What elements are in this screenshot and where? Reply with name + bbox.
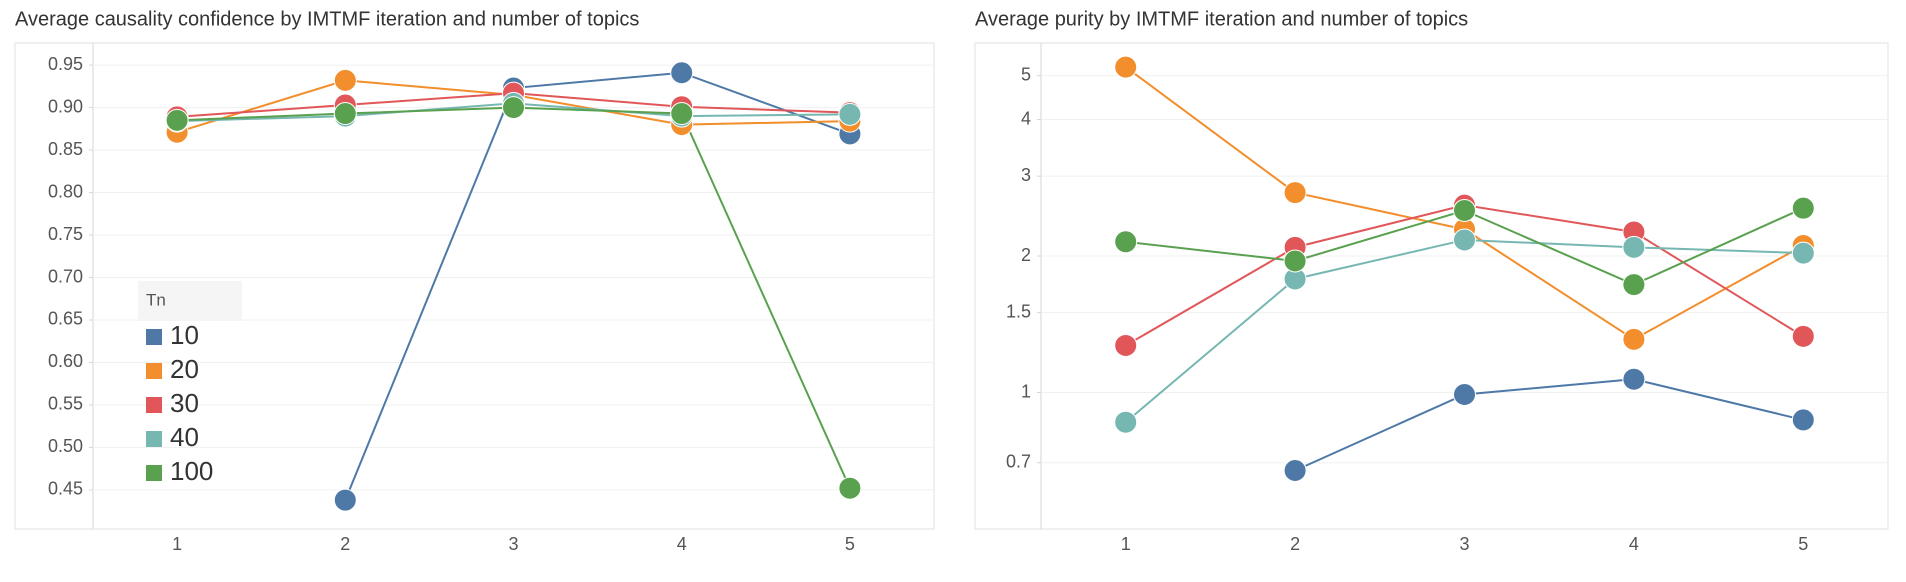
legend-label: 40 xyxy=(170,422,199,452)
point xyxy=(1791,408,1815,432)
y-tick-label: 0.65 xyxy=(48,309,83,329)
point xyxy=(838,476,862,500)
y-tick-label: 0.55 xyxy=(48,394,83,414)
point xyxy=(1114,410,1138,434)
point xyxy=(1453,382,1476,406)
chart-title: Average purity by IMTMF iteration and nu… xyxy=(975,8,1468,30)
point xyxy=(333,68,357,92)
y-tick-label: 0.50 xyxy=(48,436,83,456)
x-tick-label: 2 xyxy=(340,534,350,554)
legend-label: 30 xyxy=(170,388,199,418)
y-tick-label: 1 xyxy=(1021,381,1031,401)
point xyxy=(1622,367,1646,391)
point xyxy=(1283,181,1307,205)
y-tick-label: 4 xyxy=(1021,108,1031,128)
legend-title: Tn xyxy=(146,290,166,309)
point xyxy=(670,102,694,126)
point xyxy=(333,488,357,512)
point xyxy=(1283,458,1307,482)
legend-swatch xyxy=(146,431,162,447)
y-tick-label: 0.7 xyxy=(1006,451,1031,471)
point xyxy=(502,96,525,120)
y-tick-label: 0.75 xyxy=(48,224,83,244)
y-tick-label: 3 xyxy=(1021,165,1031,185)
point xyxy=(1622,327,1646,351)
point xyxy=(333,102,357,126)
point xyxy=(1791,324,1815,348)
y-tick-label: 2 xyxy=(1021,245,1031,265)
x-tick-label: 1 xyxy=(1121,534,1131,554)
legend-swatch xyxy=(146,397,162,413)
panel xyxy=(14,42,935,530)
legend-title-bg xyxy=(138,281,242,321)
y-tick-label: 0.70 xyxy=(48,266,83,286)
legend-label: 100 xyxy=(170,456,213,486)
y-tick-label: 5 xyxy=(1021,64,1031,84)
point xyxy=(838,102,862,126)
x-tick-label: 2 xyxy=(1290,534,1300,554)
y-tick-label: 0.95 xyxy=(48,54,83,74)
point xyxy=(165,108,189,132)
chart-title: Average causality confidence by IMTMF it… xyxy=(15,8,639,30)
x-tick-label: 3 xyxy=(508,534,518,554)
x-tick-label: 3 xyxy=(1459,534,1469,554)
y-tick-label: 0.45 xyxy=(48,479,83,499)
x-tick-label: 5 xyxy=(845,534,855,554)
x-tick-label: 1 xyxy=(172,534,182,554)
point xyxy=(1453,199,1476,223)
legend-swatch xyxy=(146,465,162,481)
legend-label: 10 xyxy=(170,320,199,350)
point xyxy=(1622,273,1646,297)
point xyxy=(1114,333,1138,357)
panel xyxy=(974,42,1889,530)
point xyxy=(1622,235,1646,259)
point xyxy=(1114,230,1138,254)
x-tick-label: 4 xyxy=(1629,534,1639,554)
y-tick-label: 0.60 xyxy=(48,351,83,371)
x-tick-label: 4 xyxy=(677,534,687,554)
series-line xyxy=(344,71,851,501)
legend-label: 20 xyxy=(170,354,199,384)
legend-swatch xyxy=(146,329,162,345)
y-tick-label: 0.90 xyxy=(48,96,83,116)
point xyxy=(1453,228,1476,252)
y-tick-label: 0.80 xyxy=(48,181,83,201)
point xyxy=(1791,196,1815,220)
series-line xyxy=(1294,378,1804,472)
y-tick-label: 1.5 xyxy=(1006,301,1031,321)
y-tick-label: 0.85 xyxy=(48,139,83,159)
point xyxy=(1283,249,1307,273)
point xyxy=(1114,55,1138,79)
x-tick-label: 5 xyxy=(1798,534,1808,554)
point xyxy=(1791,241,1815,265)
point xyxy=(670,61,694,85)
legend-swatch xyxy=(146,363,162,379)
series-line xyxy=(177,106,851,489)
